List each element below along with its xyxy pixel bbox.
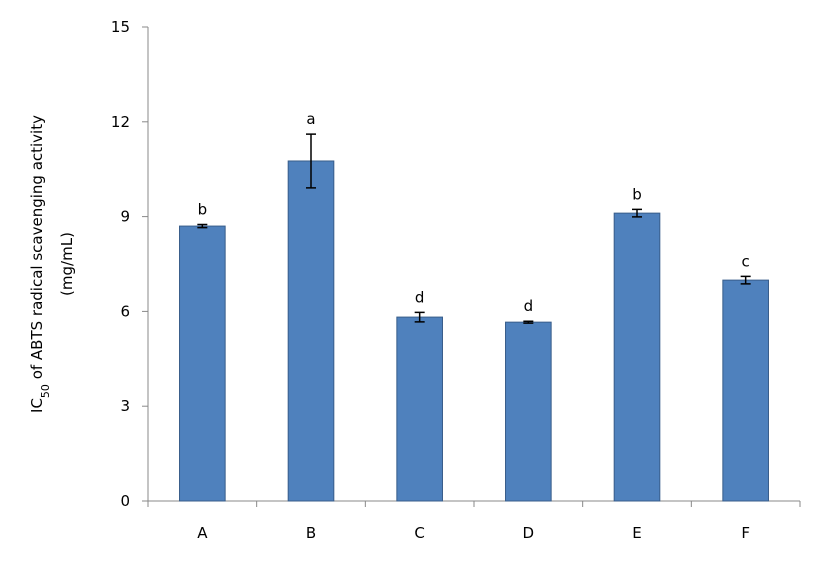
- annotation: a: [306, 110, 315, 128]
- error-bar: [740, 275, 751, 285]
- y-label-main: IC: [28, 398, 46, 413]
- bar: [505, 321, 552, 502]
- y-tick-label: 12: [111, 113, 130, 131]
- y-tick-label: 6: [120, 302, 130, 320]
- bar: [287, 160, 335, 502]
- x-tick-label: B: [306, 524, 316, 542]
- bar: [179, 225, 226, 502]
- y-label-rest: of ABTS radical scavenging activity: [28, 115, 46, 384]
- error-bar: [414, 311, 425, 323]
- x-tick-label: C: [414, 524, 424, 542]
- annotation: c: [742, 252, 750, 270]
- y-axis-label: IC50 of ABTS radical scavenging activity: [28, 115, 52, 413]
- error-bar: [306, 133, 316, 189]
- annotation: b: [632, 185, 642, 203]
- x-tick-label: E: [632, 524, 641, 542]
- y-tick-label: 0: [120, 492, 130, 510]
- annotation: d: [524, 297, 534, 315]
- error-bar: [632, 208, 642, 218]
- error-bar: [197, 223, 208, 229]
- x-tick-label: A: [197, 524, 208, 542]
- annotation: b: [198, 201, 208, 219]
- bar: [396, 316, 443, 502]
- x-tick-label: D: [523, 524, 535, 542]
- x-tick-label: F: [741, 524, 750, 542]
- bar: [613, 212, 661, 502]
- error-bar: [523, 320, 534, 324]
- bar: [722, 279, 769, 502]
- y-axis-label-line2: (mg/mL): [58, 232, 76, 296]
- y-tick-label: 15: [111, 18, 130, 36]
- annotation: d: [415, 288, 425, 306]
- y-label-sub: 50: [39, 384, 52, 398]
- y-tick-label: 3: [120, 397, 130, 415]
- y-tick-label: 9: [120, 208, 130, 226]
